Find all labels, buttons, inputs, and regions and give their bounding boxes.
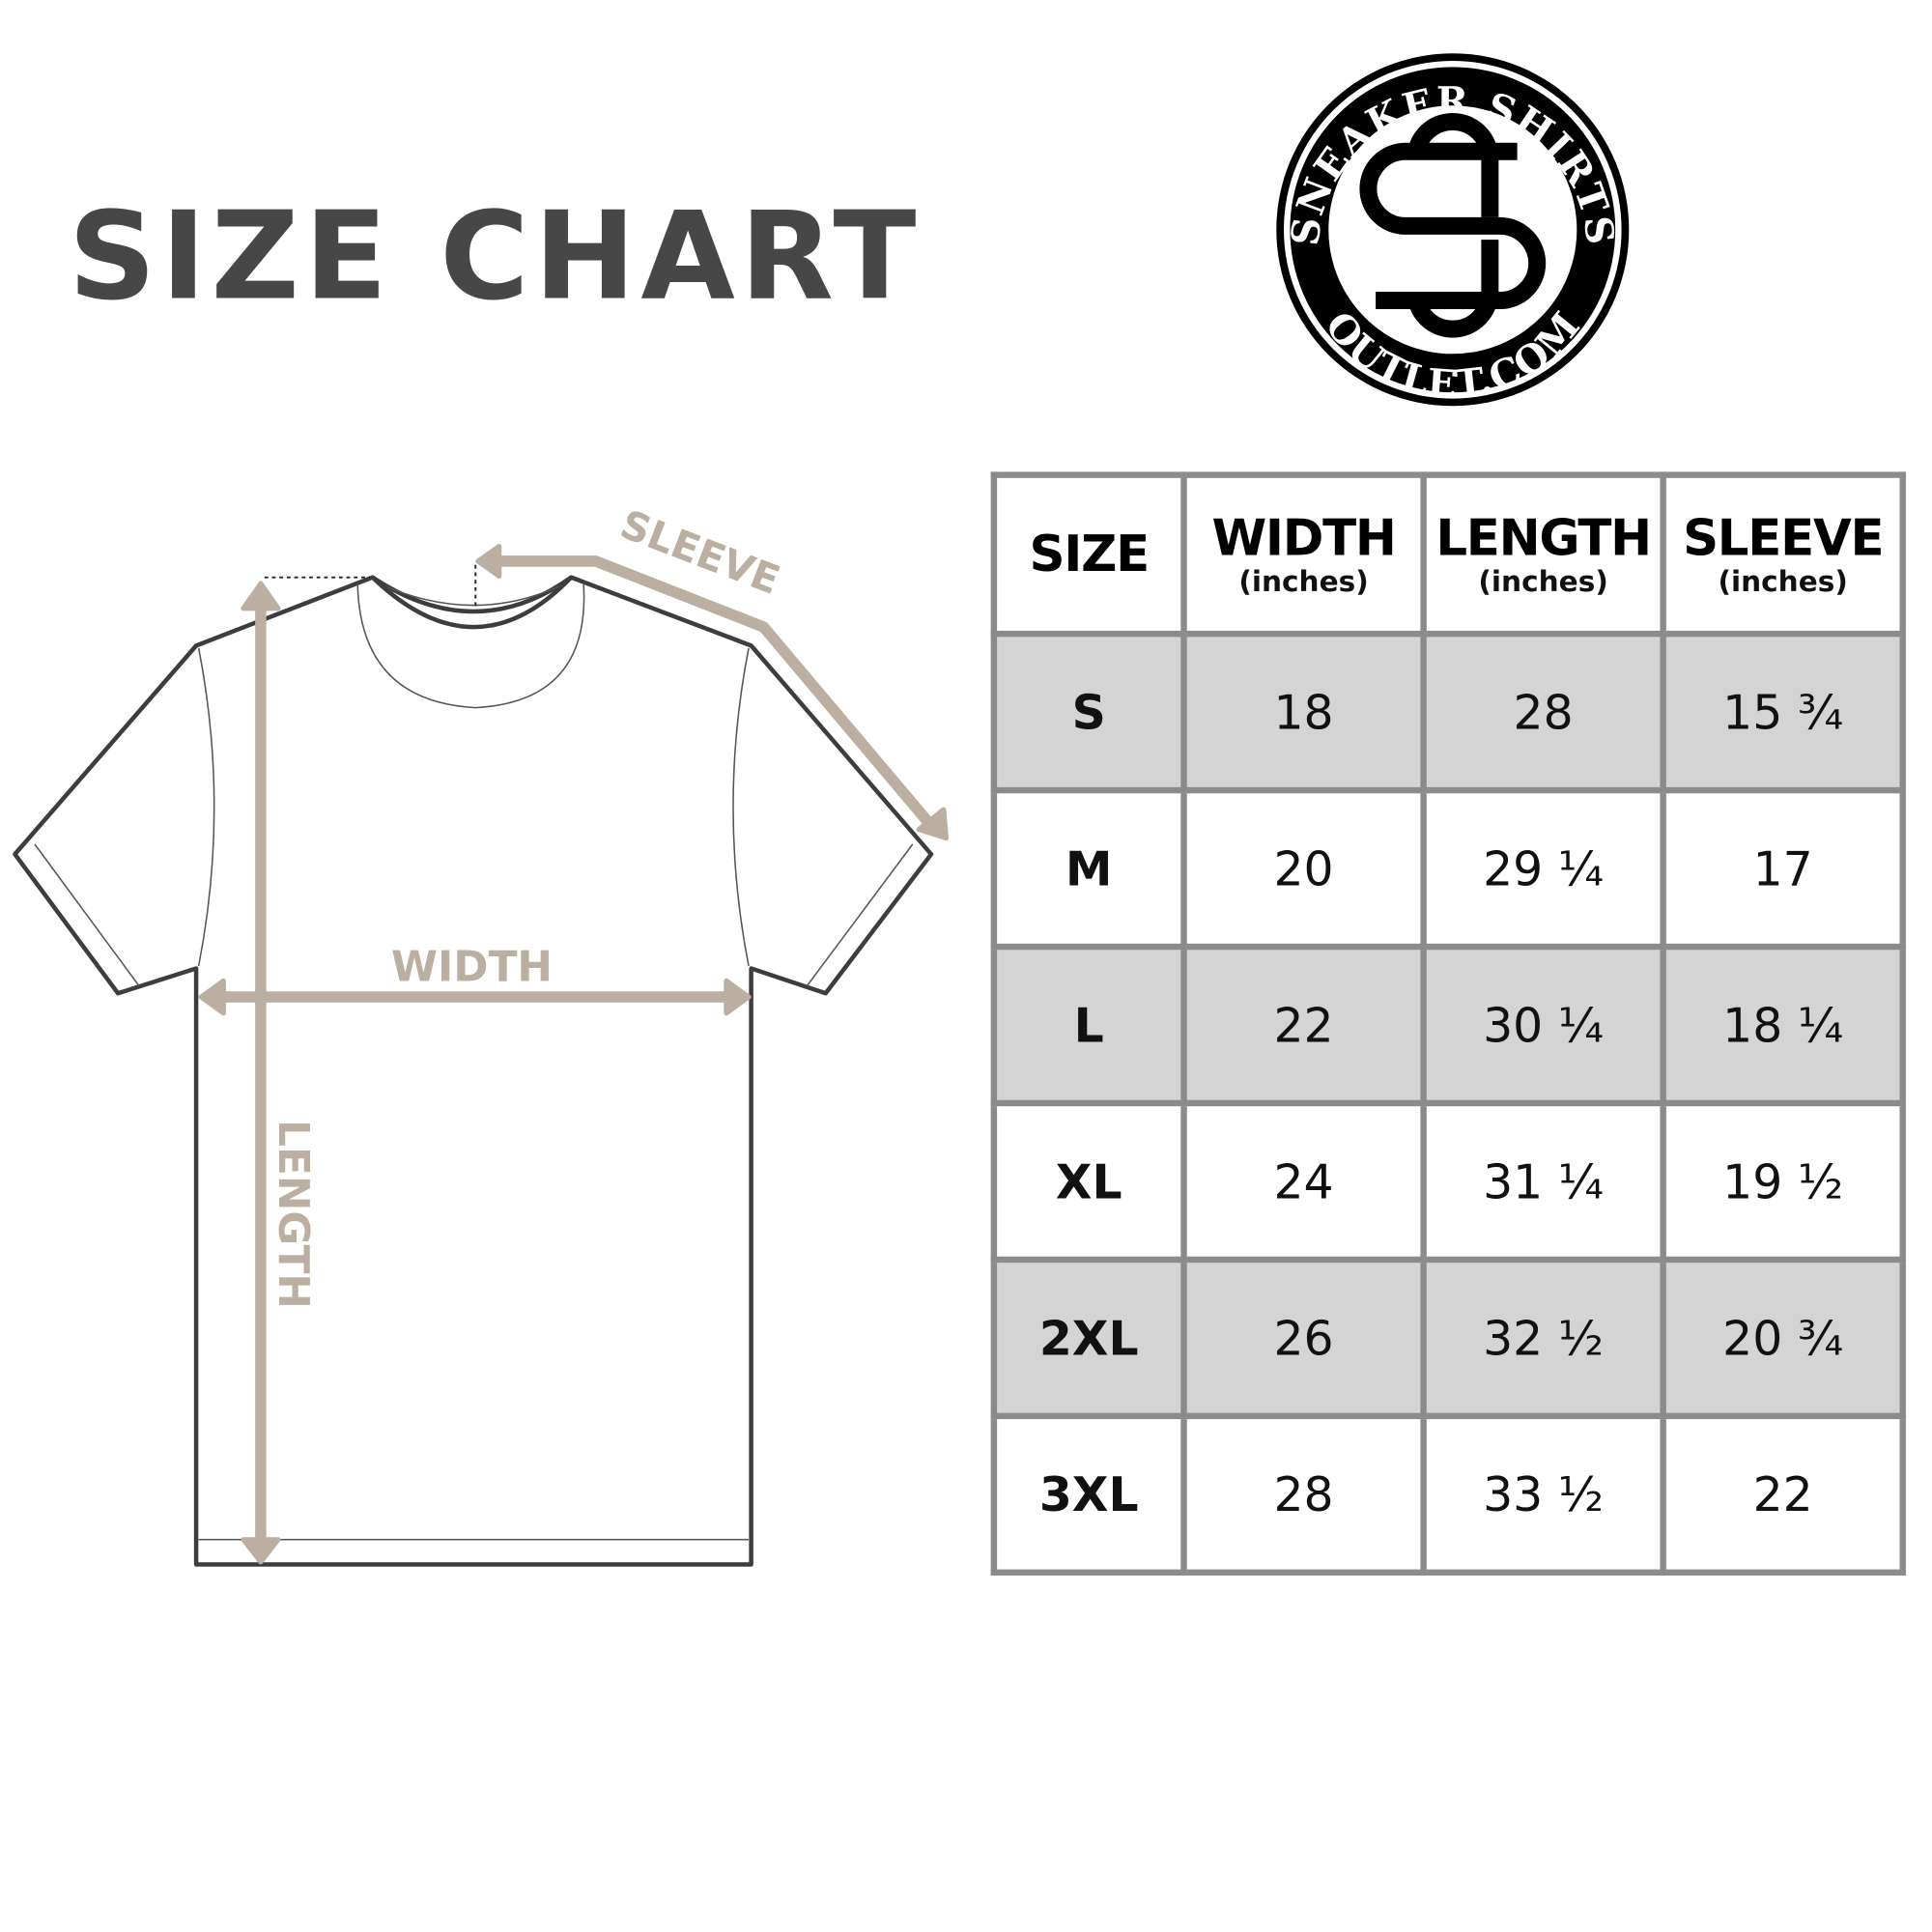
table-header-row: SIZE WIDTH (inches) LENGTH (inches) SLEEVE…: [990, 471, 1906, 638]
sleeve-cell: 15 ¾: [1660, 630, 1906, 794]
sleeve-cell: 22: [1660, 1412, 1906, 1577]
sleeve-cell: 18 ¼: [1660, 943, 1906, 1107]
table-row: XL 24 31 ¼ 19 ½: [990, 1099, 1906, 1264]
length-cell: 32 ½: [1420, 1256, 1666, 1420]
header-unit: (inches): [1238, 565, 1369, 598]
width-cell: 24: [1180, 1099, 1427, 1264]
width-cell: 20: [1180, 786, 1427, 951]
header-unit: (inches): [1718, 565, 1848, 598]
size-table: SIZE WIDTH (inches) LENGTH (inches) SLEEVE…: [990, 471, 1906, 1577]
header-size: SIZE: [990, 471, 1187, 638]
table-row: 2XL 26 32 ½ 20 ¾: [990, 1256, 1906, 1420]
width-cell: 18: [1180, 630, 1427, 794]
sleeve-arrow: [497, 555, 936, 830]
sleeve-cell: 19 ½: [1660, 1099, 1906, 1264]
table-row: M 20 29 ¼ 17: [990, 786, 1906, 951]
measurement-arrows: [198, 543, 949, 1565]
length-cell: 31 ¼: [1420, 1099, 1666, 1264]
size-cell: XL: [990, 1099, 1187, 1264]
size-cell: 3XL: [990, 1412, 1187, 1577]
length-label: LENGTH: [269, 1120, 318, 1309]
header-label: SLEEVE: [1683, 509, 1885, 567]
length-cell: 33 ½: [1420, 1412, 1666, 1577]
header-label: SIZE: [1029, 526, 1150, 583]
width-cell: 26: [1180, 1256, 1427, 1420]
sleeve-label: SLEEVE: [614, 501, 786, 604]
sleeve-cell: 20 ¾: [1660, 1256, 1906, 1420]
length-cell: 29 ¼: [1420, 786, 1666, 951]
width-cell: 28: [1180, 1412, 1427, 1577]
header-sleeve: SLEEVE (inches): [1660, 471, 1906, 638]
header-label: LENGTH: [1435, 509, 1652, 567]
header-label: WIDTH: [1211, 509, 1396, 567]
size-cell: L: [990, 943, 1187, 1107]
table-row: 3XL 28 33 ½ 22: [990, 1412, 1906, 1577]
tshirt-outline: [13, 575, 934, 1567]
length-cell: 30 ¼: [1420, 943, 1666, 1107]
size-cell: M: [990, 786, 1187, 951]
width-label: WIDTH: [391, 942, 553, 991]
width-cell: 22: [1180, 943, 1427, 1107]
table-row: S 18 28 15 ¾: [990, 630, 1906, 794]
header-unit: (inches): [1478, 565, 1608, 598]
table-row: L 22 30 ¼ 18 ¼: [990, 943, 1906, 1107]
size-cell: 2XL: [990, 1256, 1187, 1420]
page-title: SIZE CHART: [68, 185, 922, 328]
header-length: LENGTH (inches): [1420, 471, 1666, 638]
header-width: WIDTH (inches): [1180, 471, 1427, 638]
sleeve-cell: 17: [1660, 786, 1906, 951]
size-cell: S: [990, 630, 1187, 794]
length-cell: 28: [1420, 630, 1666, 794]
